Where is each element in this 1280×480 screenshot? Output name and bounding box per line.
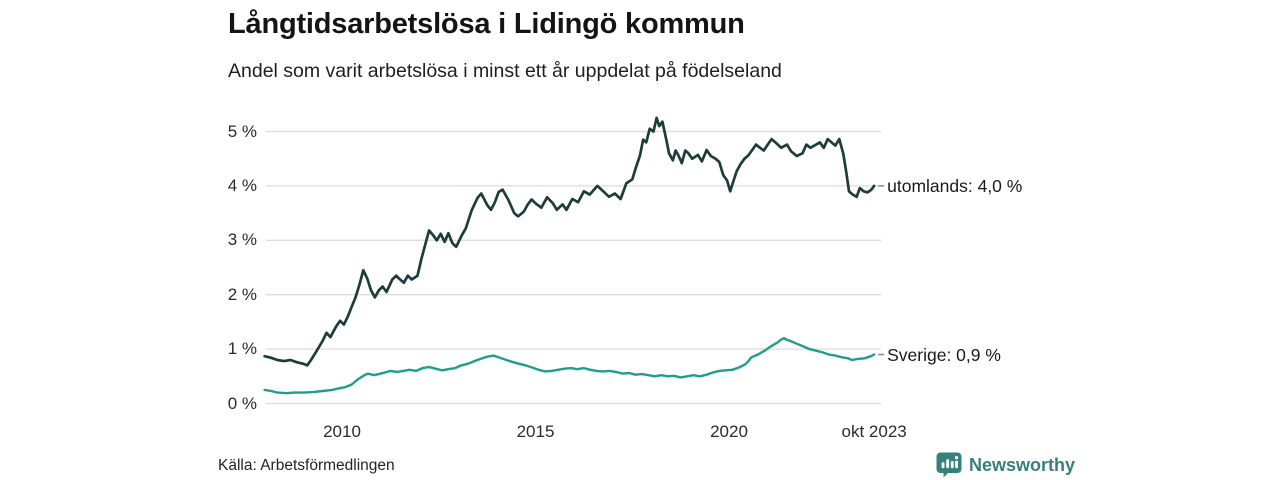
- y-tick-label: 4 %: [227, 175, 257, 195]
- series-line-Sverige: [263, 337, 876, 395]
- x-tick-label: 2015: [516, 422, 555, 441]
- end-label-utomlands: utomlands: 4,0 %: [887, 175, 1023, 196]
- end-label-Sverige: Sverige: 0,9 %: [887, 344, 1001, 365]
- page-title: Långtidsarbetslösa i Lidingö kommun: [228, 8, 745, 40]
- x-tick-label: okt 2023: [841, 422, 907, 441]
- y-tick-label: 3 %: [227, 230, 257, 250]
- source-note: Källa: Arbetsförmedlingen: [218, 457, 395, 474]
- newsworthy-logo-icon: [936, 452, 962, 478]
- y-tick-label: 2 %: [227, 284, 257, 304]
- y-tick-label: 1 %: [227, 339, 257, 359]
- newsworthy-wordmark: Newsworthy: [969, 454, 1076, 475]
- x-tick-label: 2020: [710, 422, 748, 441]
- series-line-utomlands: [263, 116, 876, 367]
- newsworthy-brand-link[interactable]: Newsworthy: [936, 452, 1075, 478]
- y-tick-label: 5 %: [227, 121, 257, 141]
- chart-subtitle: Andel som varit arbetslösa i minst ett å…: [228, 60, 782, 82]
- y-tick-label: 0 %: [227, 393, 257, 413]
- x-tick-label: 2010: [323, 422, 361, 441]
